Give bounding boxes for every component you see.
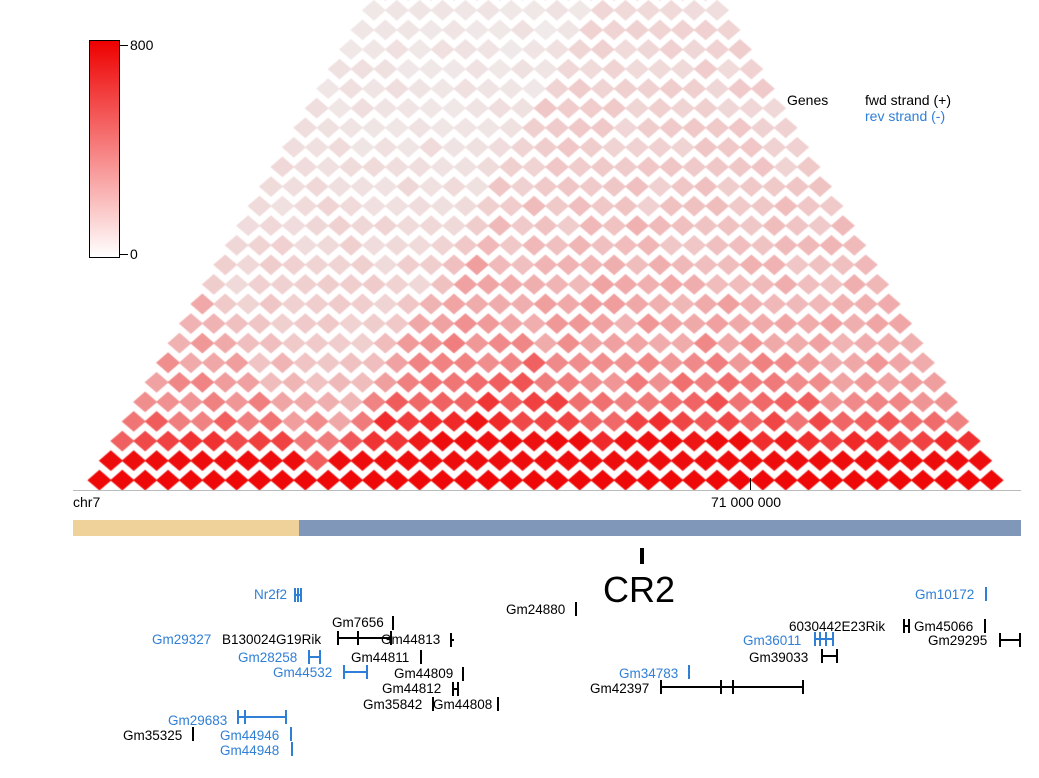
gene-exon-gm29295-1 — [1019, 633, 1021, 647]
gene-label-gm44809: Gm44809 — [394, 666, 454, 681]
gene-label-gm7656: Gm7656 — [332, 615, 384, 630]
gene-body-gm36011 — [814, 638, 834, 640]
gene-exon-gm24880-0 — [575, 602, 577, 616]
gene-label-gm44948: Gm44948 — [220, 743, 280, 758]
gene-exon-gm42397-2 — [732, 680, 734, 694]
gene-exon-gm44809-0 — [462, 667, 464, 681]
gene-label-gm10172: Gm10172 — [915, 587, 975, 602]
gene-body-6030442e23rik — [903, 625, 910, 627]
gene-exon-6030442e23rik-1 — [908, 619, 910, 633]
gene-exon-6030442e23rik-0 — [903, 619, 905, 633]
genome-axis — [73, 490, 1021, 491]
gene-label-gm44813: Gm44813 — [381, 632, 441, 647]
gene-label-gm36011: Gm36011 — [743, 633, 802, 648]
gene-label-gm44812: Gm44812 — [382, 681, 442, 696]
gene-body-gm44812 — [452, 688, 459, 690]
gene-exon-gm42397-1 — [720, 680, 722, 694]
gene-label-6030442e23rik: 6030442E23Rik — [789, 619, 886, 634]
gene-label-gm29295: Gm29295 — [928, 633, 988, 648]
gene-body-b130024g19rik — [337, 637, 392, 639]
gene-label-gm44946: Gm44946 — [220, 728, 280, 743]
gene-exon-gm34783-0 — [688, 665, 690, 679]
gene-exon-gm36011-0 — [814, 632, 816, 646]
gene-label-gm44808: Gm44808 — [433, 697, 493, 712]
gene-exon-gm44812-1 — [457, 682, 459, 696]
gene-exon-gm42397-0 — [660, 680, 662, 694]
colorbar-max-tick — [120, 45, 128, 46]
colorbar-min-label: 0 — [130, 246, 138, 262]
legend-title: Genes — [787, 92, 829, 108]
cr2-label: CR2 — [603, 569, 676, 610]
gene-exon-gm36011-1 — [819, 632, 821, 646]
tad-bar-1 — [73, 520, 299, 536]
gene-exon-gm36011-3 — [832, 632, 834, 646]
colorbar-max-label: 800 — [130, 37, 154, 53]
gene-label-nr2f2: Nr2f2 — [254, 587, 288, 602]
gene-exon-gm29683-2 — [285, 710, 287, 724]
gene-exon-gm29683-1 — [244, 710, 246, 724]
gene-exon-gm7656-0 — [392, 616, 394, 630]
gene-exon-gm10172-0 — [985, 587, 987, 601]
cr2-marker — [640, 548, 644, 564]
gene-exon-nr2f2-2 — [300, 588, 302, 602]
gene-body-gm44813 — [450, 639, 454, 641]
chromosome-label: chr7 — [73, 494, 101, 510]
position-tick — [750, 478, 751, 490]
gene-exon-gm45066-0 — [984, 619, 986, 633]
gene-label-gm42397: Gm42397 — [590, 681, 650, 696]
gene-label-gm34783: Gm34783 — [619, 666, 679, 681]
gene-exon-gm44811-0 — [420, 650, 422, 664]
gene-body-gm29683 — [237, 716, 287, 718]
gene-body-gm29295 — [999, 639, 1021, 641]
gene-exon-gm29683-0 — [237, 710, 239, 724]
gene-label-gm29327: Gm29327 — [152, 632, 212, 647]
contact-heatmap — [0, 0, 1039, 500]
gene-exon-b130024g19rik-0 — [337, 631, 339, 645]
gene-label-gm29683: Gm29683 — [168, 713, 228, 728]
tad-bar-2 — [299, 520, 1021, 536]
gene-exon-b130024g19rik-1 — [357, 631, 359, 645]
gene-exon-b130024g19rik-2 — [390, 631, 392, 645]
gene-exon-gm39033-1 — [836, 649, 838, 663]
gene-exon-gm44946-0 — [290, 727, 292, 741]
gene-exon-gm39033-0 — [821, 649, 823, 663]
gene-exon-gm44532-0 — [343, 665, 345, 679]
colorbar — [89, 40, 120, 258]
gene-exon-gm35842-0 — [432, 697, 434, 711]
gene-label-gm35842: Gm35842 — [363, 697, 423, 712]
gene-exon-nr2f2-0 — [294, 588, 296, 602]
gene-exon-nr2f2-1 — [297, 588, 299, 602]
gene-label-gm35325: Gm35325 — [123, 728, 183, 743]
gene-exon-gm28258-0 — [308, 650, 310, 664]
legend-fwd-strand: fwd strand (+) — [865, 92, 951, 108]
gene-label-gm24880: Gm24880 — [506, 602, 566, 617]
gene-label-gm44532: Gm44532 — [273, 665, 333, 680]
legend-rev-strand: rev strand (-) — [865, 108, 946, 124]
gene-body-gm39033 — [821, 655, 838, 657]
gene-label-gm45066: Gm45066 — [914, 619, 974, 634]
gene-body-gm44532 — [343, 671, 368, 673]
gene-exon-gm44948-0 — [291, 742, 293, 756]
gene-exon-gm42397-3 — [802, 680, 804, 694]
colorbar-min-tick — [120, 254, 128, 255]
gene-exon-gm36011-2 — [825, 632, 827, 646]
gene-body-gm28258 — [308, 656, 321, 658]
gene-label-gm28258: Gm28258 — [238, 650, 298, 665]
gene-exon-gm28258-1 — [319, 650, 321, 664]
gene-label-gm44811: Gm44811 — [351, 650, 410, 665]
position-label: 71 000 000 — [711, 494, 782, 510]
gene-exon-gm44808-0 — [497, 697, 499, 711]
gene-exon-gm44813-0 — [450, 633, 452, 647]
gene-exon-gm44532-1 — [366, 665, 368, 679]
gene-label-gm39033: Gm39033 — [749, 650, 809, 665]
gene-exon-gm44812-0 — [452, 682, 454, 696]
gene-label-b130024g19rik: B130024G19Rik — [222, 632, 322, 647]
gene-exon-gm29295-0 — [999, 633, 1001, 647]
gene-exon-gm35325-0 — [192, 727, 194, 741]
